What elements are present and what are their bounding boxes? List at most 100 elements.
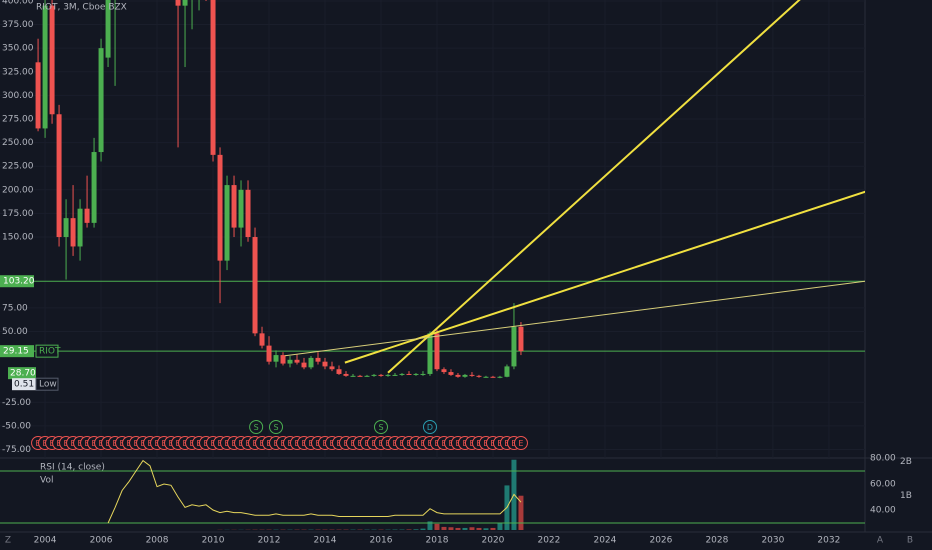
candle-body xyxy=(329,366,335,370)
x-tick-label: 2028 xyxy=(705,536,728,546)
earnings-label: E xyxy=(497,439,502,448)
event-marker xyxy=(269,420,284,434)
candle-body xyxy=(322,361,328,367)
event-marker xyxy=(422,420,437,434)
candle-body xyxy=(91,152,97,223)
event-label: S xyxy=(273,423,278,432)
volume-bar xyxy=(420,528,426,530)
candle-body xyxy=(469,374,475,376)
earnings-label: E xyxy=(85,439,90,448)
candle-body xyxy=(399,373,405,375)
earnings-label: E xyxy=(141,439,146,448)
x-tick-label: 2004 xyxy=(34,536,57,546)
candle-body xyxy=(56,114,62,238)
earnings-label: E xyxy=(245,439,250,448)
candle-body xyxy=(105,0,111,58)
y-tick-label: 375.00 xyxy=(2,20,34,30)
y-tick-label: 400.00 xyxy=(2,0,34,6)
candle-body xyxy=(273,355,279,362)
trend-line xyxy=(344,190,865,364)
candle-body xyxy=(392,374,398,376)
y-tick-label: 150.00 xyxy=(2,233,34,243)
candle-body xyxy=(497,376,503,378)
earnings-marker xyxy=(513,436,528,450)
earnings-label: E xyxy=(392,439,397,448)
rsi-tick-label: 40.00 xyxy=(870,505,896,515)
candle-body xyxy=(294,359,300,363)
y-tick-label: -25.00 xyxy=(2,398,31,408)
candle-body xyxy=(210,0,216,155)
volume-bar xyxy=(434,523,440,530)
volume-bar xyxy=(497,523,503,530)
candle-body xyxy=(259,333,265,346)
candle-body xyxy=(385,374,391,376)
x-tick-label: 2006 xyxy=(90,536,113,546)
earnings-label: E xyxy=(343,439,348,448)
y-tick-label: 75.00 xyxy=(2,303,28,313)
candle-body xyxy=(462,374,468,377)
candle-body xyxy=(301,362,307,368)
x-tick-label: 2008 xyxy=(146,536,169,546)
earnings-label: E xyxy=(427,439,432,448)
earnings-label: E xyxy=(364,439,369,448)
earnings-label: E xyxy=(106,439,111,448)
candle-body xyxy=(35,62,41,129)
last-price-badge xyxy=(8,367,36,380)
candle-body xyxy=(245,189,251,238)
candle-body xyxy=(182,0,188,6)
candle-body xyxy=(504,366,510,377)
candle-body xyxy=(490,376,496,378)
y-tick-label: -75.00 xyxy=(2,445,31,455)
earnings-label: E xyxy=(448,439,453,448)
earnings-label: E xyxy=(217,439,222,448)
earnings-label: E xyxy=(197,439,202,448)
event-marker xyxy=(249,420,264,434)
earnings-label: E xyxy=(441,439,446,448)
x-tick-label: 2018 xyxy=(426,536,449,546)
candle-body xyxy=(343,373,349,376)
y-tick-label: 350.00 xyxy=(2,44,34,54)
earnings-label: E xyxy=(231,439,236,448)
y-tick-label: 50.00 xyxy=(2,327,28,337)
earnings-label: E xyxy=(50,439,55,448)
earnings-label: E xyxy=(127,439,132,448)
price-badge-label: 103.20 xyxy=(3,277,35,287)
volume-bar xyxy=(518,495,524,530)
event-marker xyxy=(373,420,388,434)
earnings-label: E xyxy=(183,439,188,448)
earnings-label: E xyxy=(294,439,299,448)
candle-body xyxy=(350,375,356,377)
trend-line xyxy=(284,280,865,357)
rsi-tick-label: 80.00 xyxy=(870,454,896,464)
earnings-label: E xyxy=(406,439,411,448)
price-badge xyxy=(0,345,34,358)
earnings-label: E xyxy=(113,439,118,448)
price-badge-label: 29.15 xyxy=(3,347,29,357)
earnings-label: E xyxy=(378,439,383,448)
x-tick-label: 2010 xyxy=(202,536,225,546)
event-label: S xyxy=(254,423,259,432)
event-label: D xyxy=(427,423,433,432)
earnings-label: E xyxy=(455,439,460,448)
earnings-label: E xyxy=(266,439,271,448)
earnings-label: E xyxy=(78,439,83,448)
candle-body xyxy=(434,333,440,370)
x-tick-label: 2032 xyxy=(817,536,840,546)
candle-body xyxy=(266,345,272,362)
earnings-label: E xyxy=(308,439,313,448)
y-tick-label: 300.00 xyxy=(2,91,34,101)
earnings-label: E xyxy=(518,439,523,448)
earnings-label: E xyxy=(322,439,327,448)
candle-body xyxy=(336,369,342,374)
earnings-label: E xyxy=(371,439,376,448)
earnings-label: E xyxy=(148,439,153,448)
candle-body xyxy=(357,375,363,377)
low-badge xyxy=(12,378,36,391)
candle-body xyxy=(280,355,286,364)
candle-body xyxy=(42,5,48,129)
candle-body xyxy=(98,48,104,153)
candle-body xyxy=(364,375,370,377)
